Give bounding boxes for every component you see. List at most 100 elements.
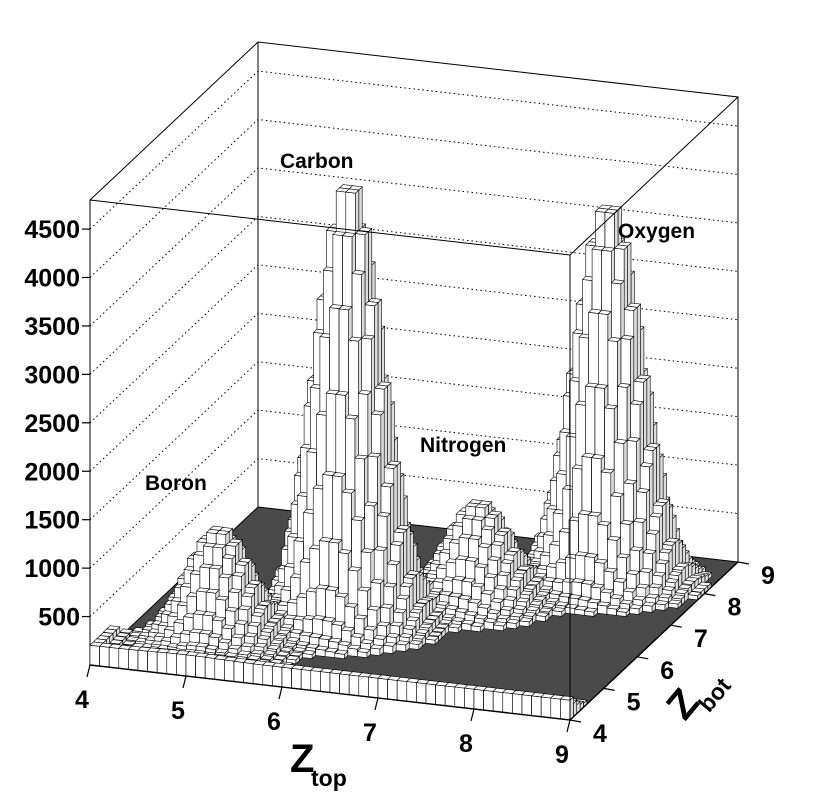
bar xyxy=(583,607,599,618)
bar-face-top xyxy=(638,567,654,573)
bar xyxy=(382,641,397,655)
x-axis-title: Z top xyxy=(290,737,347,791)
bar-face-top xyxy=(344,414,359,420)
bar-face-front xyxy=(377,677,388,700)
bar-face-top xyxy=(677,584,693,590)
x-tick-label: 8 xyxy=(459,730,473,758)
bar-face-front xyxy=(406,681,417,703)
z-gridline-2000 xyxy=(89,312,739,472)
y-tick-mark xyxy=(637,656,649,660)
bar-face-top xyxy=(532,595,547,601)
bar-face-front xyxy=(243,662,254,685)
x-tick-label: 4 xyxy=(75,686,89,714)
bar-face-top xyxy=(687,591,702,597)
z-gridlines xyxy=(89,70,739,617)
bar-face-top xyxy=(493,621,508,627)
bar-face-top xyxy=(541,602,557,608)
bar-face-top xyxy=(335,390,350,396)
z-tick-label: 3500 xyxy=(24,313,80,341)
bar xyxy=(559,695,575,721)
bar-face-front xyxy=(108,646,120,669)
bar-face-top xyxy=(345,188,360,194)
bar-face-top xyxy=(483,617,498,623)
bar-face-top xyxy=(428,611,443,617)
bar-face-top xyxy=(415,598,431,604)
bar-face-top xyxy=(503,550,518,556)
bar-face-front xyxy=(550,697,561,720)
bar-face-top xyxy=(396,594,411,600)
bar-face-top xyxy=(587,511,602,517)
bar-face-top xyxy=(473,614,489,620)
z-gridline-1000 xyxy=(89,409,739,569)
bar-face-front xyxy=(204,656,216,680)
bar-face-top xyxy=(373,384,389,390)
bar-face-top xyxy=(470,622,485,628)
histogram-bars xyxy=(89,184,713,721)
bar-face-top xyxy=(613,244,629,250)
bar-face-top xyxy=(587,598,602,604)
bar-face-top xyxy=(468,534,483,540)
bar-face-top xyxy=(445,604,460,610)
bar-face-top xyxy=(425,615,440,621)
z-gridline-3500 xyxy=(89,167,739,327)
bar-face-top xyxy=(389,540,405,546)
bar-face-front xyxy=(310,670,321,692)
bar-face-top xyxy=(490,597,505,603)
z-tick-label: 3000 xyxy=(24,361,80,389)
bar-face-top xyxy=(596,601,611,607)
bar-face-front xyxy=(214,658,225,681)
bar-face-top xyxy=(338,305,353,311)
bar-face-front xyxy=(320,671,331,693)
bar-face-top xyxy=(590,454,606,460)
x-tick-label: 7 xyxy=(363,719,377,747)
x-tick-label: 5 xyxy=(171,697,185,725)
bar-face-top xyxy=(597,309,612,315)
bar-face-front xyxy=(540,696,552,719)
bar-face-top xyxy=(341,232,357,238)
bar-face-front xyxy=(454,686,465,709)
bar-face-top xyxy=(623,479,638,485)
bar-face-top xyxy=(405,616,420,622)
bar xyxy=(395,640,410,653)
bar-face-top xyxy=(623,305,638,311)
z-gridline-4000 xyxy=(89,118,739,278)
bar-face-top xyxy=(363,501,379,507)
bar-face-top xyxy=(615,607,631,613)
bar-face-top xyxy=(393,528,408,534)
bar-face-top xyxy=(457,594,473,600)
bar-face-top xyxy=(477,603,492,609)
bar-face-front xyxy=(521,694,532,716)
bar-face-top xyxy=(509,576,525,582)
bar-face-top xyxy=(601,246,616,252)
bar-face-top xyxy=(438,619,453,625)
bar-face-top xyxy=(616,553,631,559)
bar xyxy=(356,648,371,659)
bar-face-top xyxy=(471,515,486,521)
bar xyxy=(505,618,521,630)
z-tick-label: 1000 xyxy=(24,555,80,583)
bar-face-top xyxy=(370,410,385,416)
bar-face-front xyxy=(597,604,608,615)
bar-face-top xyxy=(642,446,658,451)
bar-face-top xyxy=(652,501,667,507)
bar-face-top xyxy=(506,585,521,591)
bar-face-top xyxy=(364,301,379,307)
bar-face-front xyxy=(416,682,427,704)
bar-face-top xyxy=(484,513,499,519)
bar-face-top xyxy=(519,590,534,596)
bar-face-top xyxy=(667,599,683,605)
bar-face-top xyxy=(454,607,469,613)
bar-face-top xyxy=(522,584,538,590)
bar-face-front xyxy=(291,667,302,690)
bar-face-top xyxy=(538,607,553,613)
peak-label-nitrogen: Nitrogen xyxy=(420,434,506,457)
bar-face-top xyxy=(603,567,618,573)
bar-face-front xyxy=(464,687,475,710)
bar-face-top xyxy=(564,603,579,609)
bar-face-front xyxy=(224,659,235,682)
bar-face-front xyxy=(358,675,369,698)
bar-face-front xyxy=(176,653,187,677)
bar-face-top xyxy=(548,590,563,596)
bar xyxy=(334,649,349,660)
